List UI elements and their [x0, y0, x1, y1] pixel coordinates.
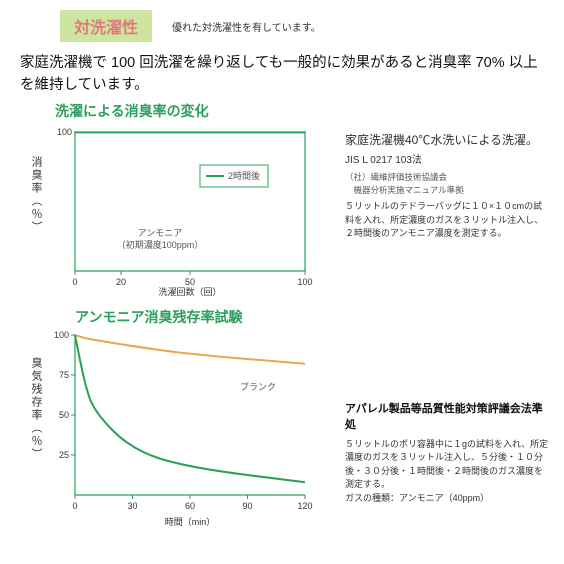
svg-text:75: 75 — [59, 370, 69, 380]
section-badge: 対洗濯性 — [60, 10, 152, 42]
side1-note: （社）繊維評価技術協議会 機器分析実施マニュアル準拠 — [345, 171, 545, 197]
svg-text:90: 90 — [242, 501, 252, 511]
chart-2-sidebar: アパレル製品等品質性能対策評議会法準処 ５リットルのポリ容器中に１gの試料を入れ… — [345, 402, 550, 505]
svg-text:2時間後: 2時間後 — [228, 170, 260, 181]
chart-2-ylabel: 臭気残存率（％） — [28, 357, 44, 461]
svg-text:50: 50 — [185, 277, 195, 287]
svg-text:20: 20 — [116, 277, 126, 287]
side2-body: ５リットルのポリ容器中に１gの試料を入れ、所定濃度のガスを３リットル注入し、５分… — [345, 438, 550, 506]
side1-body: ５リットルのテドラーバッグに１０×１０cmの試料を入れ、所定濃度のガスを３リット… — [345, 200, 545, 241]
chart-1-sidebar: 家庭洗濯機40℃水洗いによる洗濯。 JIS L 0217 103法 （社）繊維評… — [345, 131, 545, 241]
side1-head: 家庭洗濯機40℃水洗いによる洗濯。 — [345, 131, 545, 149]
lead-paragraph: 家庭洗濯機で 100 回洗濯を繰り返しても一般的に効果があると消臭率 70% 以… — [0, 48, 564, 99]
side1-sub: JIS L 0217 103法 — [345, 153, 545, 168]
svg-text:ブランク: ブランク — [240, 381, 276, 392]
chart-1: 洗濯による消臭率の変化 消臭率（％） 100 0 20 50 100 洗濯回数（回） … — [0, 101, 564, 301]
section-subtitle: 優れた対洗濯性を有しています。 — [172, 19, 321, 34]
chart-1-title: 洗濯による消臭率の変化 — [0, 101, 564, 121]
chart-1-svg: 100 0 20 50 100 洗濯回数（回） 2時間後 アンモニア （初期濃度100… — [50, 121, 330, 296]
chart-2-xlabel: 時間（min） — [165, 517, 216, 527]
chart-2-title: アンモニア消臭残存率試験 — [0, 307, 564, 327]
svg-text:60: 60 — [185, 501, 195, 511]
chart-1-xlabel: 洗濯回数（回） — [158, 286, 221, 296]
svg-text:100: 100 — [57, 127, 72, 137]
svg-text:25: 25 — [59, 450, 69, 460]
svg-text:100: 100 — [54, 330, 69, 340]
svg-text:120: 120 — [297, 501, 312, 511]
svg-text:アンモニア: アンモニア — [138, 228, 183, 238]
svg-text:0: 0 — [72, 277, 77, 287]
header: 対洗濯性 優れた対洗濯性を有しています。 — [0, 0, 564, 48]
svg-text:30: 30 — [127, 501, 137, 511]
chart-1-ylabel: 消臭率（％） — [28, 156, 44, 234]
svg-text:0: 0 — [72, 501, 77, 511]
side2-head: アパレル製品等品質性能対策評議会法準処 — [345, 402, 550, 434]
chart-2-svg: 25 50 75 100 0 30 60 90 120 時間（min） ブランク — [50, 325, 330, 530]
svg-text:50: 50 — [59, 410, 69, 420]
chart-2: アンモニア消臭残存率試験 臭気残存率（％） 25 50 75 100 0 30 60 90 1… — [0, 307, 564, 537]
svg-text:（初期濃度100ppm）: （初期濃度100ppm） — [117, 239, 204, 250]
svg-text:100: 100 — [297, 277, 312, 287]
